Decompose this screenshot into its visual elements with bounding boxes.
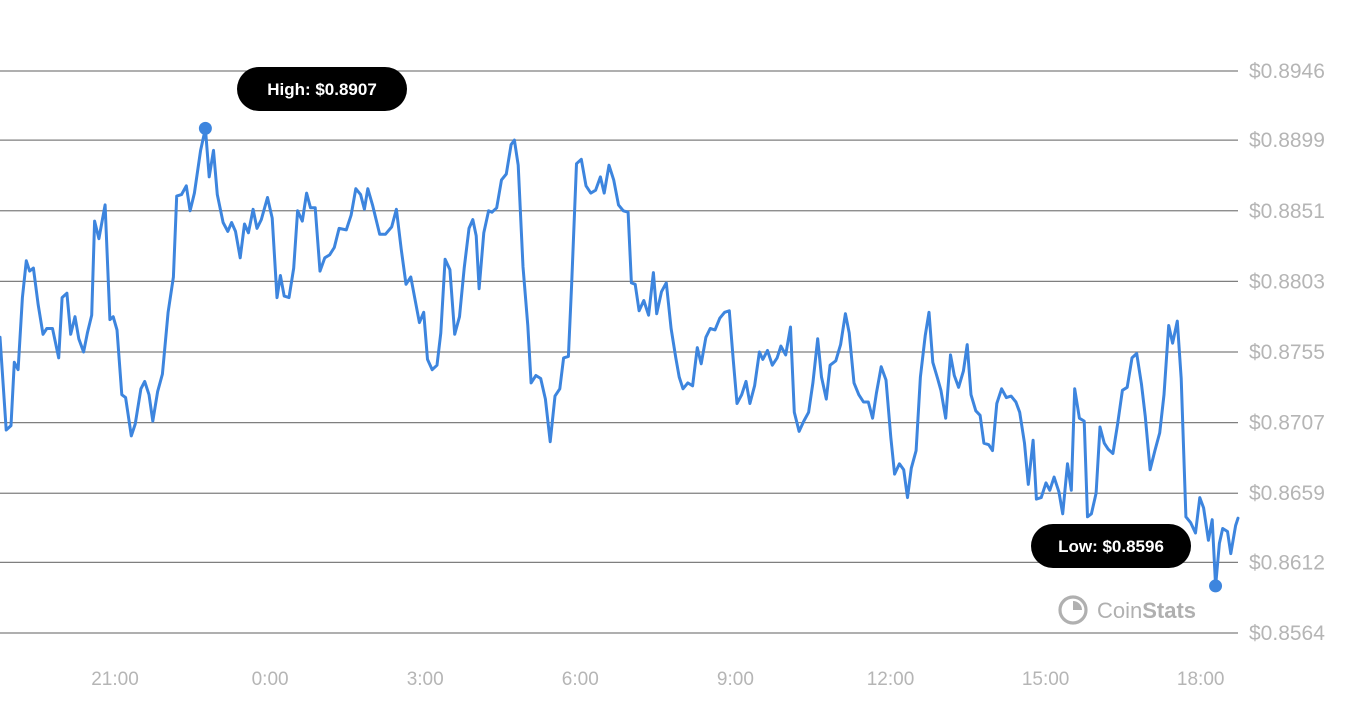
x-tick-label: 3:00 [407,669,444,690]
price-series [0,126,1240,588]
y-tick-label: $0.8612 [1249,551,1325,574]
high-point-marker [198,121,212,135]
brand-prefix: Coin [1097,598,1142,623]
low-point-marker [1209,579,1223,593]
x-axis-ticks: 21:00 0:00 3:00 6:00 9:00 12:00 15:00 18:00 [91,669,1224,690]
low-callout-label: Low: $0.8596 [1058,537,1164,556]
x-tick-label: 0:00 [252,669,289,690]
brand-name: CoinStats [1097,598,1196,623]
y-tick-label: $0.8659 [1249,482,1325,505]
price-line [0,126,1240,588]
x-tick-label: 9:00 [717,669,754,690]
y-tick-label: $0.8851 [1249,200,1325,223]
coinstats-logo-icon [1058,595,1088,625]
y-tick-label: $0.8946 [1249,60,1325,83]
y-axis-ticks: $0.8946 $0.8899 $0.8851 $0.8803 $0.8755 $0.87… [1249,60,1325,645]
low-callout [1031,524,1191,568]
high-callout-label: High: $0.8907 [267,80,377,99]
high-callout [237,67,407,111]
annotations: High: $0.8907 Low: $0.8596 [198,67,1223,593]
x-tick-label: 6:00 [562,669,599,690]
y-tick-label: $0.8803 [1249,270,1325,293]
y-tick-label: $0.8899 [1249,129,1325,152]
y-tick-label: $0.8564 [1249,622,1325,645]
y-tick-label: $0.8755 [1249,341,1325,364]
x-tick-label: 18:00 [1177,669,1225,690]
x-tick-label: 12:00 [867,669,915,690]
y-tick-label: $0.8707 [1249,412,1325,435]
x-tick-label: 21:00 [91,669,139,690]
brand-watermark: CoinStats [1058,595,1196,625]
brand-suffix: Stats [1142,598,1196,623]
x-tick-label: 15:00 [1022,669,1070,690]
